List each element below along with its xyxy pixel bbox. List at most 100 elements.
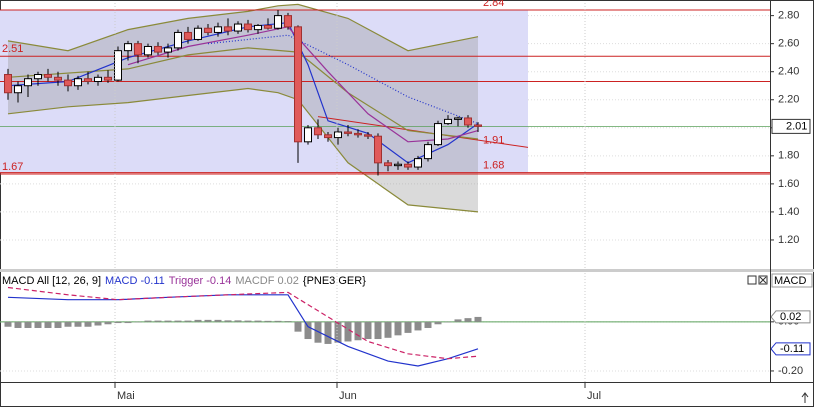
value-marker-label: -0.11 xyxy=(780,343,804,355)
panel-button[interactable] xyxy=(747,275,757,285)
candle-body xyxy=(384,162,392,167)
candle-body xyxy=(354,132,362,136)
band-lower xyxy=(7,87,479,213)
histogram-bar xyxy=(384,321,392,338)
histogram-bar xyxy=(94,321,102,326)
histogram-bar xyxy=(334,321,342,343)
histogram-bar xyxy=(444,321,452,323)
y-tick-label: 2.20 xyxy=(778,94,799,106)
candle-body xyxy=(474,124,482,127)
histogram-bar xyxy=(274,320,282,322)
level-label: 2.51 xyxy=(2,43,23,55)
series-line xyxy=(7,47,479,140)
histogram-bar xyxy=(464,318,472,322)
candle-body xyxy=(54,76,62,81)
histogram-bar xyxy=(24,321,32,328)
candle-body xyxy=(294,26,302,143)
histogram-bar xyxy=(354,321,362,341)
candle-body xyxy=(244,23,252,31)
candle-body xyxy=(324,134,332,139)
histogram-bar xyxy=(224,320,232,322)
histogram-bar xyxy=(64,321,72,327)
y-tick-label: -0.20 xyxy=(778,365,803,377)
histogram-bar xyxy=(374,321,382,340)
histogram-bar xyxy=(174,320,182,322)
histogram-bar xyxy=(364,321,372,340)
candle-body xyxy=(234,23,242,32)
candle-body xyxy=(164,47,172,53)
level-label: 1.67 xyxy=(2,161,23,173)
histogram-bar xyxy=(404,321,412,333)
histogram-bar xyxy=(184,320,192,322)
candle-body xyxy=(214,26,222,33)
histogram-bar xyxy=(144,320,152,322)
candle-body xyxy=(304,127,312,143)
histogram-bar xyxy=(164,320,172,322)
candle-body xyxy=(414,158,422,168)
histogram-bar xyxy=(254,320,262,322)
candle-body xyxy=(434,123,442,146)
histogram-bar xyxy=(4,321,12,327)
candle-body xyxy=(134,43,142,56)
level-label: 2.84 xyxy=(483,0,504,9)
panel-separator xyxy=(0,269,814,272)
candle-body xyxy=(174,31,182,49)
histogram-bar xyxy=(294,321,302,332)
candle-body xyxy=(264,24,272,29)
histogram-bar xyxy=(114,321,122,324)
panel-label-box xyxy=(771,273,813,288)
candle-body xyxy=(194,27,202,40)
legend-entry: MACD -0.11 xyxy=(105,275,165,287)
histogram-bar xyxy=(204,319,212,322)
histogram-bar xyxy=(104,321,112,325)
legend-entry: MACDF 0.02 xyxy=(235,275,299,287)
x-tick-label: Jun xyxy=(339,390,357,402)
y-tick-label: 1.40 xyxy=(778,206,799,218)
histogram-bar xyxy=(54,321,62,328)
close-icon xyxy=(759,276,767,284)
histogram-bar xyxy=(434,321,442,325)
histogram-bar xyxy=(34,321,42,328)
candle-body xyxy=(464,117,472,126)
histogram-bar xyxy=(264,320,272,322)
histogram-bar xyxy=(244,320,252,322)
candle-body xyxy=(334,131,342,139)
histogram-bar xyxy=(424,321,432,328)
histogram-bar xyxy=(234,320,242,322)
legend: MACD All [12, 26, 9] MACD -0.11 Trigger -0… xyxy=(2,275,366,287)
y-tick-label: 2.60 xyxy=(778,38,799,50)
candle-body xyxy=(4,74,12,94)
legend-entry: MACD All [12, 26, 9] xyxy=(2,275,101,287)
candle-body xyxy=(104,76,112,81)
series-line xyxy=(7,294,479,367)
candle-body xyxy=(74,78,82,87)
last-price-label: 2.01 xyxy=(786,120,807,132)
last-price-box xyxy=(771,118,811,134)
candle-body xyxy=(184,31,192,40)
histogram-bar xyxy=(154,320,162,322)
candle-body xyxy=(114,50,122,81)
histogram-bar xyxy=(124,321,132,324)
histogram-bar xyxy=(84,321,92,327)
y-tick-label: 2.40 xyxy=(778,66,799,78)
x-tick-label: Jul xyxy=(587,390,601,402)
histogram-bar xyxy=(44,321,52,328)
legend-entry: Trigger -0.14 xyxy=(169,275,232,287)
candle-body xyxy=(314,127,322,136)
candle-body xyxy=(44,74,52,78)
candle-body xyxy=(124,43,132,52)
level-label: 1.68 xyxy=(483,160,504,172)
histogram-bar xyxy=(194,319,202,322)
trend-label: 1.91 xyxy=(483,134,504,146)
candle-body xyxy=(454,117,462,120)
series-line xyxy=(207,34,479,125)
x-tick-label: Mai xyxy=(117,390,135,402)
legend-entry: {PNE3 GER} xyxy=(303,275,366,287)
value-marker-label: 0.02 xyxy=(780,311,801,323)
candle-body xyxy=(404,163,412,168)
candle-body xyxy=(24,78,32,87)
scroll-arrow[interactable] xyxy=(801,392,809,403)
histogram-bar xyxy=(134,321,142,323)
histogram-bar xyxy=(454,319,462,322)
